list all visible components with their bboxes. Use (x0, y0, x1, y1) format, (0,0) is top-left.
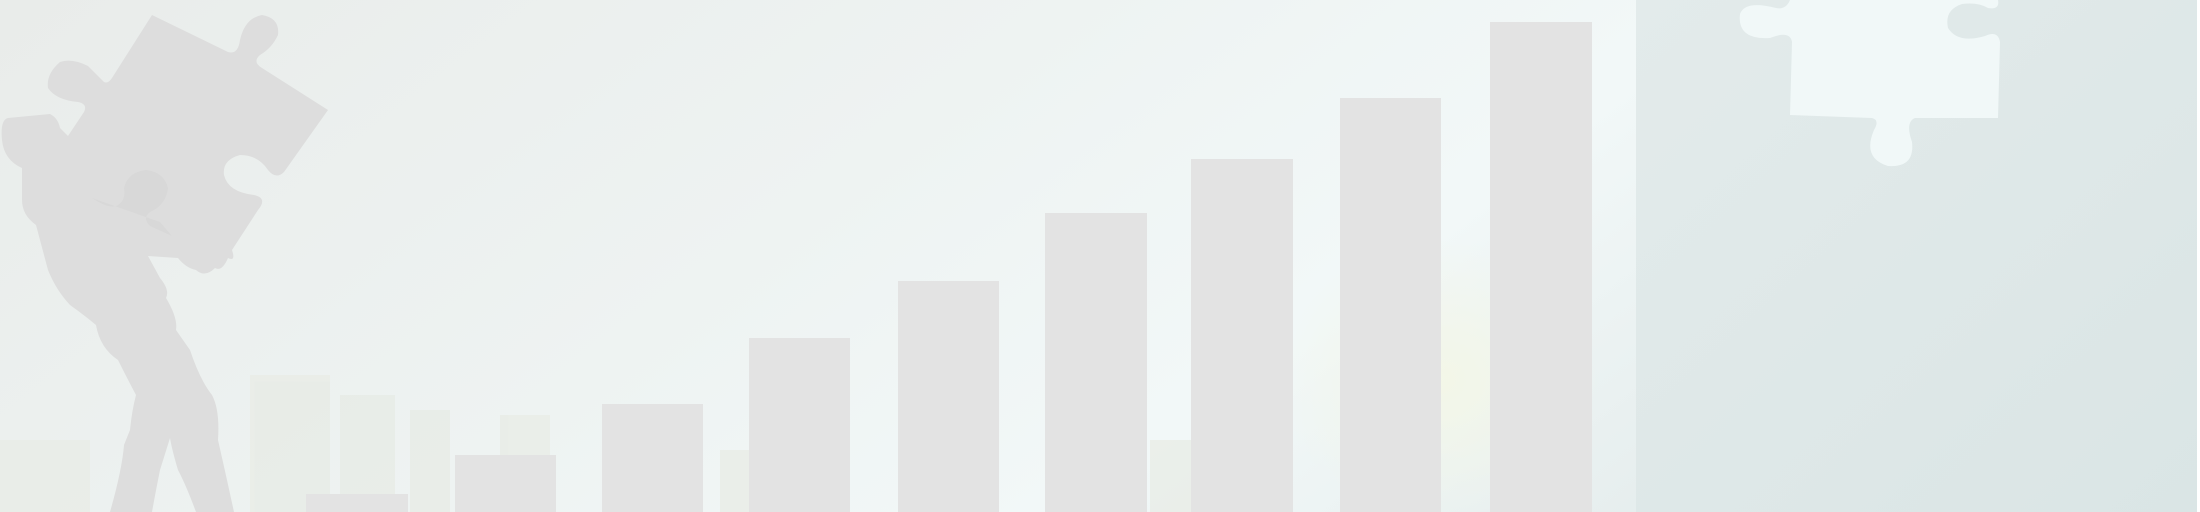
step (1340, 98, 1441, 512)
step (1191, 159, 1293, 512)
person-silhouette (1, 15, 328, 512)
puzzle-piece (1739, 0, 2000, 167)
city-skyline (0, 375, 1220, 512)
step (306, 494, 408, 512)
step (1045, 213, 1147, 512)
step (602, 404, 703, 512)
puzzle-piece-carried (92, 170, 172, 236)
step (1490, 22, 1592, 512)
bar-steps (306, 22, 1592, 512)
step (898, 281, 999, 512)
step (455, 455, 556, 512)
step (749, 338, 850, 512)
edge (2197, 0, 2200, 512)
